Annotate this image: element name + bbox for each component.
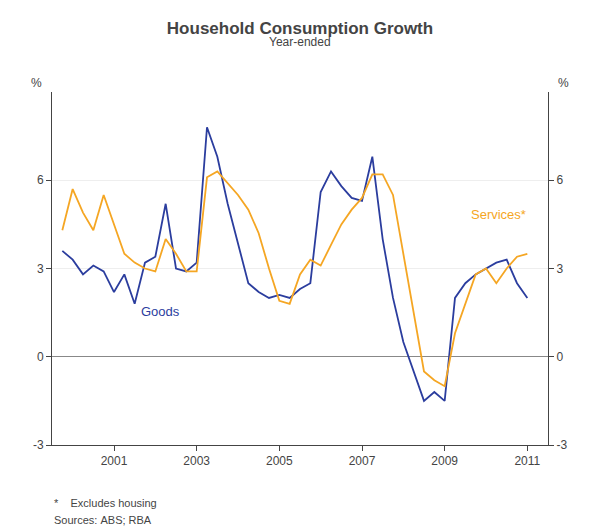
svg-text:2003: 2003 [183, 454, 210, 468]
svg-text:Year-ended: Year-ended [269, 35, 331, 49]
svg-text:Goods: Goods [141, 304, 180, 319]
svg-text:2009: 2009 [431, 454, 458, 468]
svg-text:6: 6 [37, 173, 44, 187]
svg-text:0: 0 [37, 350, 44, 364]
svg-text:2007: 2007 [349, 454, 376, 468]
svg-text:%: % [31, 76, 42, 90]
svg-text:2001: 2001 [101, 454, 128, 468]
svg-text:%: % [558, 76, 569, 90]
svg-text:-3: -3 [33, 438, 44, 452]
svg-text:6: 6 [556, 173, 563, 187]
svg-text:Household Consumption Growth: Household Consumption Growth [167, 19, 433, 38]
svg-text:* Excludes housing: * Excludes housing [54, 497, 157, 509]
svg-text:3: 3 [37, 262, 44, 276]
svg-text:Sources: ABS; RBA: Sources: ABS; RBA [54, 514, 152, 526]
svg-text:2005: 2005 [266, 454, 293, 468]
svg-text:3: 3 [556, 262, 563, 276]
svg-text:Services*: Services* [471, 207, 526, 222]
svg-text:0: 0 [556, 350, 563, 364]
svg-text:-3: -3 [556, 438, 567, 452]
svg-text:2011: 2011 [514, 454, 540, 468]
